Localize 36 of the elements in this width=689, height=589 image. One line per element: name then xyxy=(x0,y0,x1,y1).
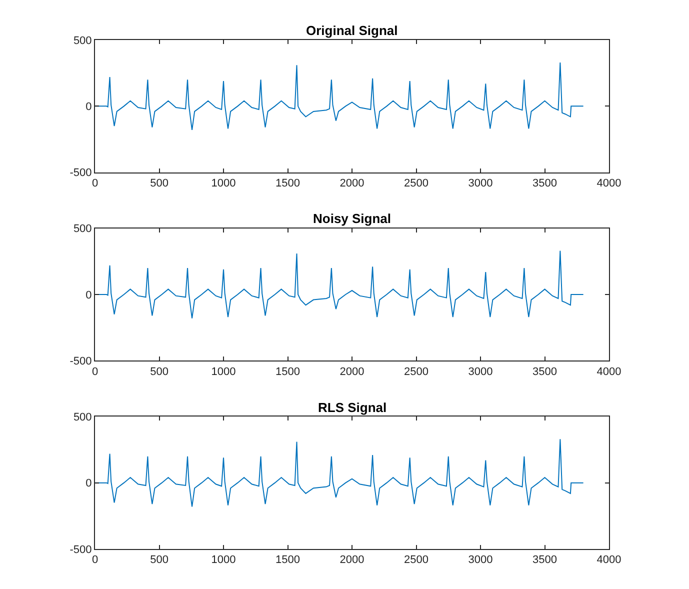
chart-title: Original Signal xyxy=(306,23,398,38)
x-tick-label: 2500 xyxy=(404,366,428,378)
x-tick-label: 500 xyxy=(150,366,168,378)
x-tick-label: 3000 xyxy=(468,554,493,566)
y-tick-label: -500 xyxy=(70,167,92,180)
x-tick-label: 4000 xyxy=(596,178,622,190)
x-tick-label: 2500 xyxy=(404,178,428,190)
x-tick-label: 3000 xyxy=(468,366,493,378)
x-tick-label: 2500 xyxy=(404,554,428,566)
x-tick-label: 1500 xyxy=(276,366,300,378)
y-tick-label: 500 xyxy=(73,412,92,424)
x-tick-label: 4000 xyxy=(596,554,622,566)
y-tick-label: 500 xyxy=(73,223,92,236)
chart-title: Noisy Signal xyxy=(313,211,392,226)
x-tick-label: 3500 xyxy=(532,366,557,378)
x-tick-label: 500 xyxy=(150,178,168,190)
x-tick-label: 500 xyxy=(150,554,168,566)
y-tick-label: 0 xyxy=(86,289,92,302)
chart-title: RLS Signal xyxy=(318,400,387,415)
x-tick-label: 2000 xyxy=(340,366,364,378)
x-tick-label: 1000 xyxy=(211,554,236,566)
y-tick-label: -500 xyxy=(70,356,92,368)
y-tick-label: 0 xyxy=(86,101,92,114)
x-tick-label: 1500 xyxy=(276,178,300,190)
x-tick-label: 4000 xyxy=(596,366,622,378)
x-tick-label: 2000 xyxy=(340,178,364,190)
x-tick-label: 3000 xyxy=(468,178,493,190)
x-tick-label: 2000 xyxy=(340,554,364,566)
x-tick-label: 1000 xyxy=(211,366,236,378)
x-tick-label: 3500 xyxy=(532,178,557,190)
y-tick-label: 500 xyxy=(73,34,92,47)
x-tick-label: 1000 xyxy=(211,178,236,190)
y-tick-label: -500 xyxy=(70,544,92,556)
y-tick-label: 0 xyxy=(86,478,92,490)
x-tick-label: 1500 xyxy=(276,554,300,566)
x-tick-label: 3500 xyxy=(532,554,557,566)
